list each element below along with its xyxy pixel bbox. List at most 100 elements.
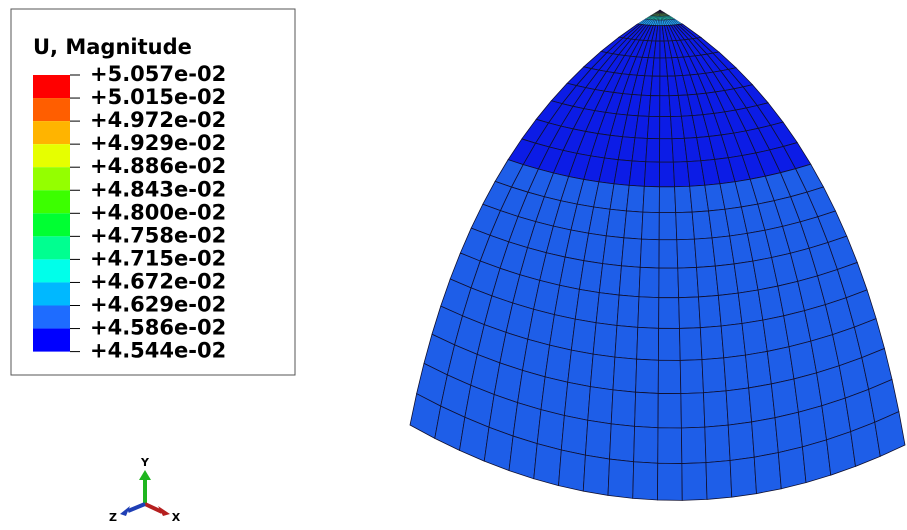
legend-label: +4.929e-02 [90,131,226,155]
mesh-element [659,162,674,187]
legend-swatch [33,236,70,259]
mesh-element [626,185,644,212]
legend-swatch [33,190,70,213]
mesh-element [632,138,647,162]
legend-label: +4.544e-02 [90,339,226,363]
legend-label: +4.800e-02 [90,200,226,224]
mesh-element [706,461,732,500]
legend-swatch [33,259,70,282]
mesh-element [571,319,596,354]
mesh-element [583,455,609,495]
mesh-element [596,293,619,326]
mesh-element [619,266,640,297]
mesh-element [640,239,659,268]
mesh-element [676,212,695,240]
mesh-element [644,162,659,187]
mesh-element [659,187,675,213]
mesh-element [639,267,659,297]
triad-z: Z [109,511,117,524]
mesh-element [651,76,660,96]
mesh-element [590,354,615,390]
mesh-element [649,96,660,117]
mesh-element [700,326,723,360]
mesh-element [682,463,707,501]
mesh-element [681,393,705,428]
mesh-element [659,268,679,298]
mesh-element [624,211,643,239]
mesh-element [617,295,639,327]
mesh-element [550,315,576,350]
mesh-element [636,359,659,393]
mesh-element [575,289,599,322]
legend-swatch [33,98,70,121]
legend: +5.057e-02+5.015e-02+4.972e-02+4.929e-02… [33,62,226,363]
mesh-element [559,450,586,491]
mesh-element [564,382,590,420]
mesh-element [633,462,658,500]
y-arrow-head [139,470,151,480]
legend-swatch [33,167,70,190]
mesh-element [658,328,680,360]
mesh-element [679,328,701,361]
mesh-element [585,420,611,459]
legend-swatch [33,75,70,98]
mesh-element [579,261,602,293]
mesh-element [749,384,775,422]
mesh-element [634,426,658,463]
mesh-element [660,139,674,162]
mesh-element [721,324,745,358]
mesh-element [621,238,641,268]
mesh-element [703,391,728,427]
mesh-element [593,323,617,357]
mesh-element [652,58,660,76]
legend-label: +4.629e-02 [90,293,226,317]
triad: Y Z X [109,456,181,524]
mesh-element [638,297,659,329]
mesh-element [541,377,568,416]
mesh-element [658,360,681,393]
mesh-element [613,357,637,392]
mesh-element [705,425,730,463]
mesh-element [697,266,719,297]
triad-x: X [172,511,181,524]
legend-title: U, Magnitude [33,35,192,59]
mesh-element [615,325,638,359]
mesh-element [642,212,660,240]
mesh-element [537,410,564,450]
mesh-element [660,117,672,139]
mesh-element [588,387,613,424]
mesh-element [658,428,682,464]
mesh-element [726,388,752,425]
legend-swatch [33,144,70,167]
mesh-element [643,186,660,212]
mesh-element [603,236,624,266]
legend-label: +4.672e-02 [90,269,226,293]
mesh-element [778,447,806,489]
mesh-element [534,444,562,486]
mesh-element [702,358,726,393]
legend-label: +4.586e-02 [90,316,226,340]
mesh-element [545,345,571,382]
legend-label: +4.843e-02 [90,177,226,201]
z-axis-arrow [128,504,145,511]
mesh-element [802,440,830,483]
legend-swatch [33,121,70,144]
legend-label: +4.886e-02 [90,154,226,178]
mesh-element [599,264,621,295]
mesh-element [610,424,635,462]
mesh-element [658,393,681,428]
mesh-element [637,327,659,360]
mesh-element [754,453,781,494]
mesh-element [606,209,626,238]
mesh-element [659,213,677,240]
mesh-element [680,360,703,394]
mesh-element [677,239,697,268]
mesh-element [679,297,701,328]
mesh-element [827,432,856,475]
legend-swatch [33,306,70,329]
mesh-element [561,416,587,456]
triad-y: Y [140,456,150,469]
legend-label: +5.057e-02 [90,62,226,86]
mesh-element [635,392,659,428]
